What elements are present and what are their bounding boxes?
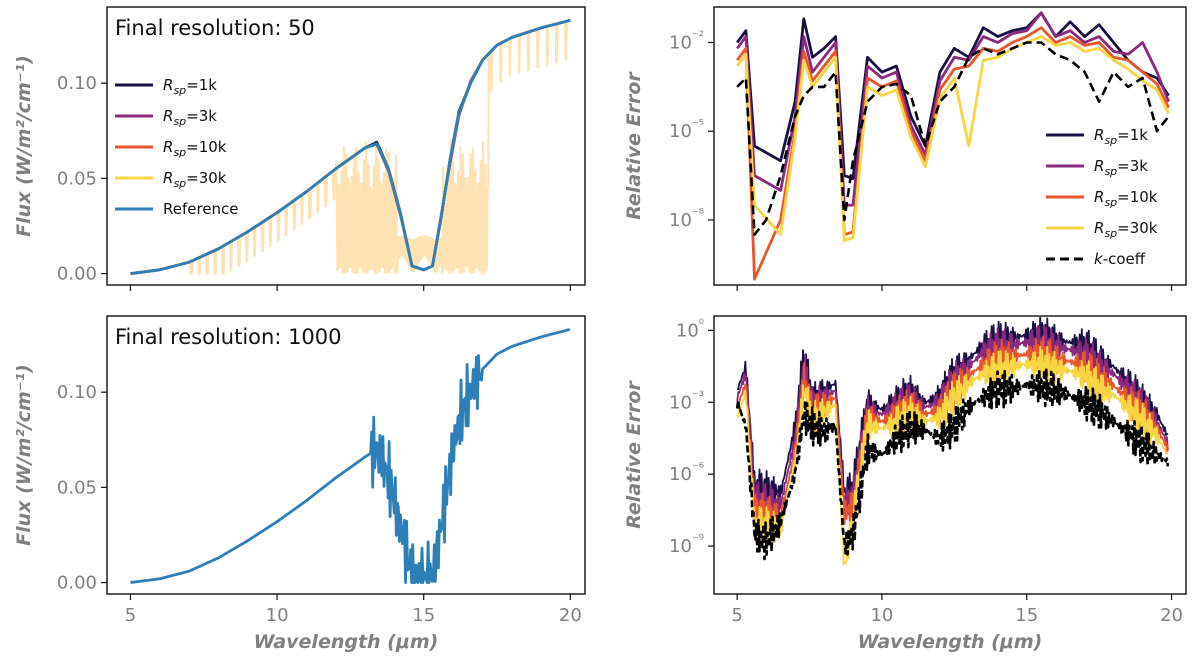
data-layer [130, 328, 571, 584]
series-line-k-coeff [735, 368, 1170, 561]
legend-label: Rsp=3k [1094, 157, 1148, 178]
series-line-rsp-30k [736, 35, 1170, 242]
plot-frame [106, 6, 586, 286]
y-axis-title: Relative Error [623, 380, 645, 529]
data-layer [736, 11, 1170, 281]
legend: Rsp=1k Rsp=3k Rsp=10k Rsp=30k k-coeff [1046, 126, 1158, 268]
y-axis-title: Relative Error [623, 71, 645, 220]
series-line-reference [130, 18, 571, 275]
panel-error-r1000: 5 10 15 20 10⁻⁹ 10⁻⁶ 10⁻³ 10⁰ Relative Error Wave… [623, 315, 1187, 653]
x-tick-label: 5 [125, 605, 136, 626]
legend-label: Reference [163, 200, 239, 218]
legend-label: Rsp=3k [163, 107, 217, 128]
data-layer [130, 18, 571, 275]
legend-label: Rsp=1k [1094, 126, 1148, 147]
series-line-reference [130, 328, 571, 584]
plot-frame [713, 6, 1187, 286]
legend-label: Rsp=1k [163, 76, 217, 97]
panel-annotation: Final resolution: 1000 [115, 325, 342, 349]
x-tick-label: 15 [1015, 605, 1038, 626]
y-tick-label: 10⁻³ [669, 389, 704, 413]
series-line-rsp-1k [736, 11, 1170, 180]
legend-label: Rsp=30k [163, 169, 227, 190]
y-tick-label: 10⁻⁶ [669, 461, 704, 485]
x-tick-label: 10 [870, 605, 893, 626]
plot-frame [106, 315, 586, 595]
y-tick-label: 10⁻⁸ [669, 207, 704, 231]
y-axis-title: Flux (W/m²/cm⁻¹) [13, 364, 35, 546]
y-tick-label: 10⁰ [676, 317, 704, 341]
panel-flux-r50: 0.00 0.05 0.10 Flux (W/m²/cm⁻¹) Final resolu… [13, 6, 586, 291]
series-line-rsp-3k [736, 11, 1170, 207]
legend-label: Rsp=30k [1094, 219, 1158, 240]
legend-label: k-coeff [1094, 250, 1146, 268]
y-axis-title: Flux (W/m²/cm⁻¹) [13, 55, 35, 237]
y-tick-label: 0.05 [57, 477, 97, 498]
y-tick-label: 0.05 [57, 168, 97, 189]
y-tick-label: 10⁻⁹ [669, 533, 704, 557]
y-tick-label: 0.10 [57, 73, 97, 94]
legend-label: Rsp=10k [1094, 188, 1158, 209]
x-tick-label: 10 [266, 605, 289, 626]
x-tick-label: 20 [1160, 605, 1183, 626]
plot-frame [713, 315, 1187, 595]
y-tick-label: 0.00 [57, 573, 97, 594]
y-tick-label: 10⁻⁵ [669, 118, 704, 142]
legend-label: Rsp=10k [163, 138, 227, 159]
y-tick-label: 10⁻² [669, 29, 704, 53]
y-tick-label: 0.00 [57, 264, 97, 285]
x-axis-title: Wavelength (μm) [254, 631, 439, 653]
legend: Rsp=1k Rsp=3k Rsp=10k Rsp=30k Reference [115, 76, 239, 218]
x-tick-label: 20 [559, 605, 582, 626]
data-layer [735, 317, 1170, 566]
x-axis-title: Wavelength (μm) [858, 631, 1043, 653]
panel-flux-r1000: 5 10 15 20 0.00 0.05 0.10 Flux (W/m²/cm⁻¹) Wavel… [13, 315, 586, 653]
x-tick-label: 5 [731, 605, 742, 626]
series-line-k-coeff [736, 41, 1170, 236]
y-tick-label: 0.10 [57, 382, 97, 403]
x-tick-label: 15 [412, 605, 435, 626]
series-line-rsp-10k [736, 26, 1170, 281]
panel-annotation: Final resolution: 50 [115, 16, 315, 40]
